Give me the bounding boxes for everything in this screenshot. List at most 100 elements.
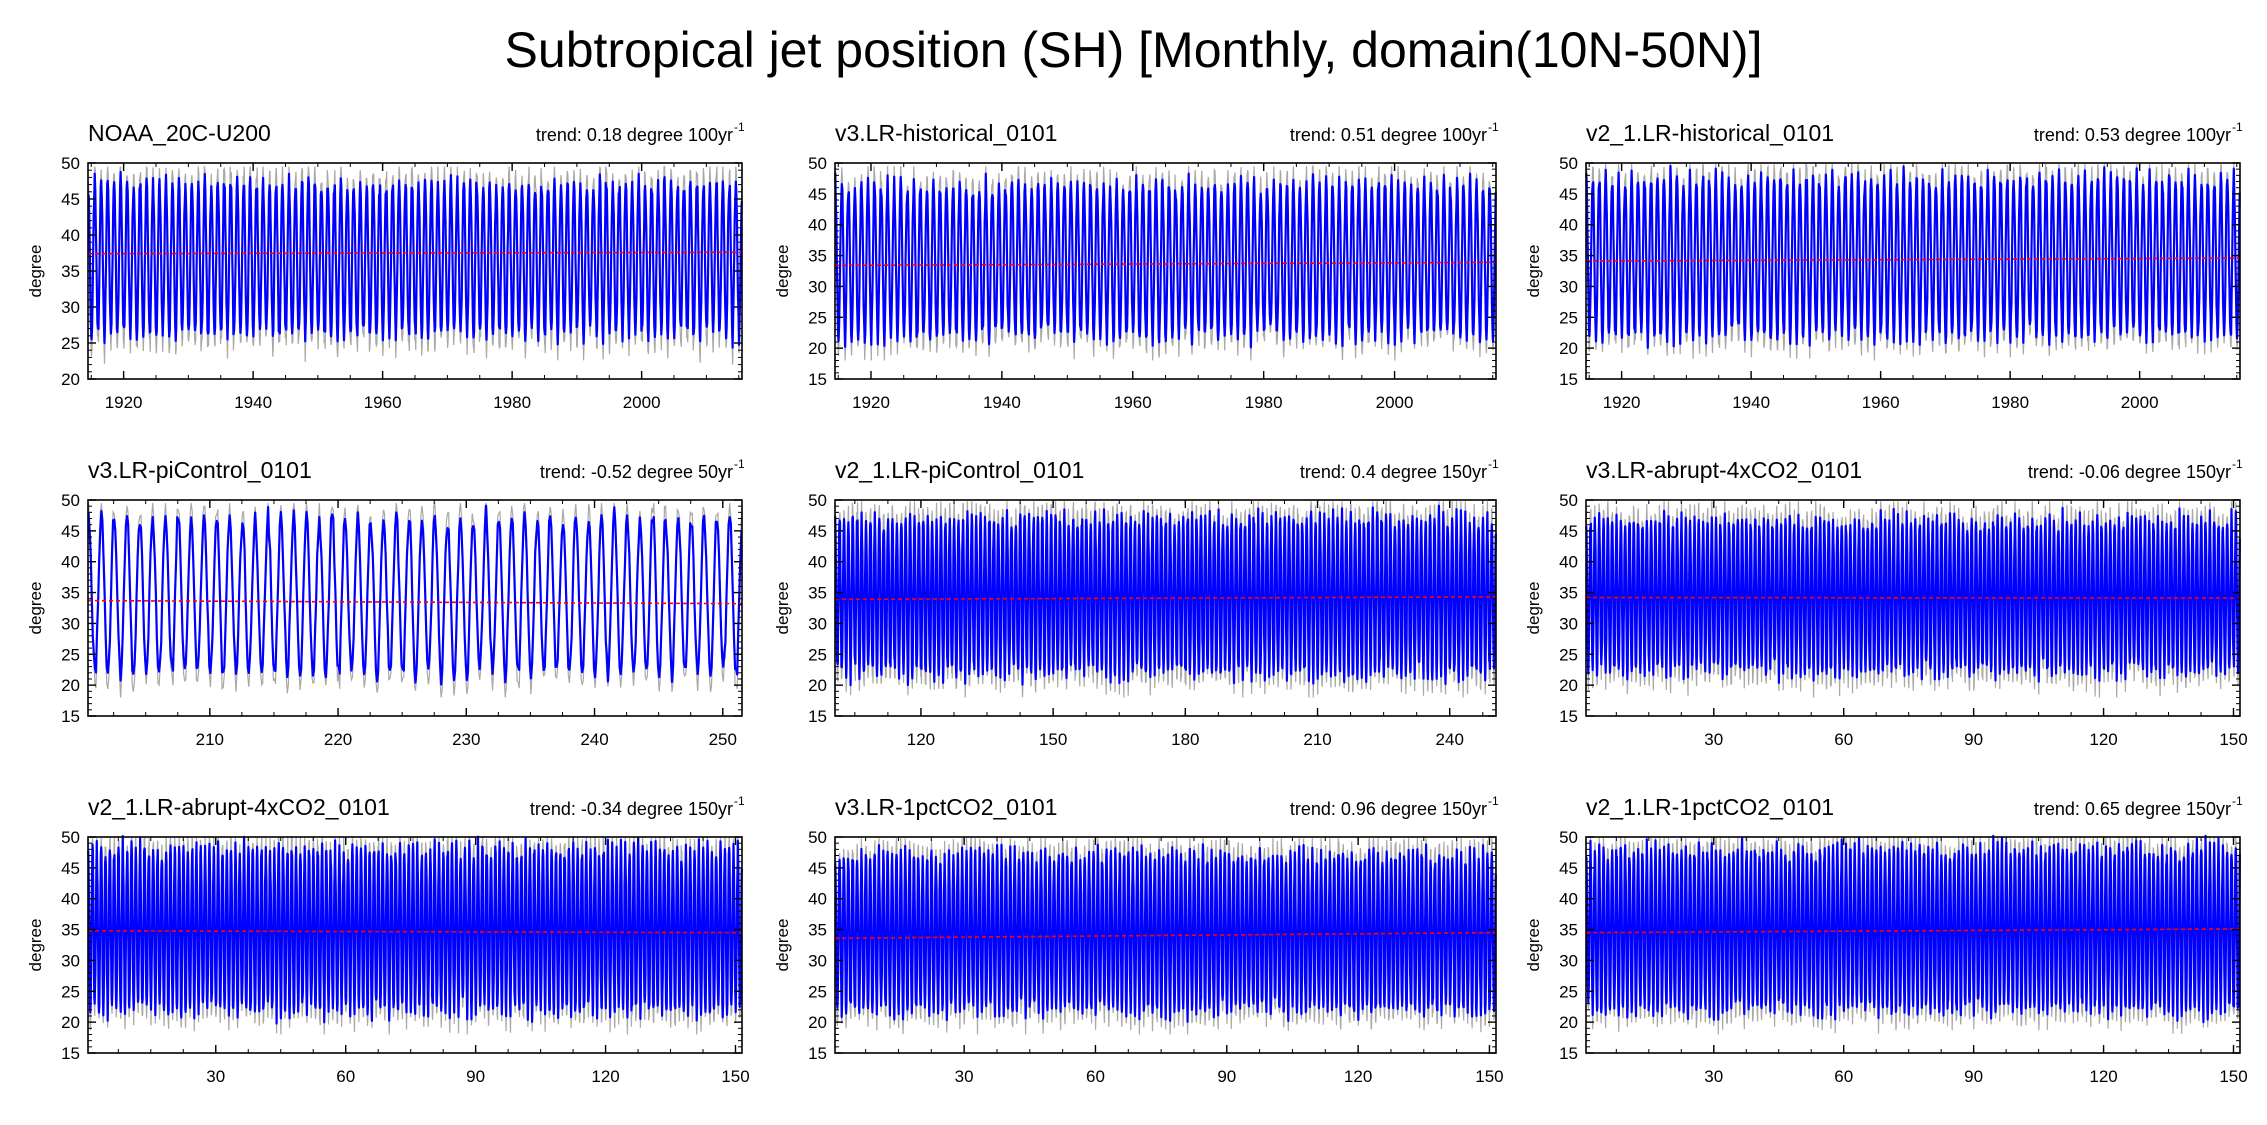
- series-line: [1585, 506, 2241, 685]
- y-axis-label: degree: [26, 919, 45, 972]
- panel-3: 15 20 25 30 35 40 45 50 1920 1940 1960 1980 2000 degr…: [1524, 120, 2243, 412]
- y-tick-label: 20: [1559, 1013, 1578, 1032]
- x-tick-label: 1940: [234, 393, 272, 412]
- y-tick-label: 50: [1559, 154, 1578, 173]
- series-line: [834, 843, 1497, 1024]
- x-tick-label: 60: [1834, 730, 1853, 749]
- panel-7: 15 20 25 30 35 40 45 50 30 60 90 120 150 degree v2_1.L…: [26, 794, 750, 1086]
- panel-title: v2_1.LR-historical_0101: [1586, 120, 1834, 146]
- x-tick-label: 30: [206, 1067, 225, 1086]
- trend-annotation: trend: 0.65 degree 150yr: [2034, 799, 2231, 819]
- y-tick-label: 50: [61, 154, 80, 173]
- y-axis-label: degree: [773, 582, 792, 635]
- y-tick-label: 35: [1559, 584, 1578, 603]
- y-tick-label: 15: [808, 370, 827, 389]
- x-tick-label: 60: [1086, 1067, 1105, 1086]
- y-tick-label: 45: [808, 522, 827, 541]
- y-axis-label: degree: [26, 245, 45, 298]
- y-tick-label: 35: [808, 247, 827, 266]
- y-tick-label: 35: [1559, 921, 1578, 940]
- plot-frame: [1585, 499, 2241, 717]
- y-tick-label: 35: [61, 921, 80, 940]
- trend-exponent: -1: [734, 794, 745, 808]
- trend-annotation: trend: -0.52 degree 50yr: [540, 462, 733, 482]
- x-tick-label: 1960: [1862, 393, 1900, 412]
- series-line: [1585, 164, 2241, 349]
- x-tick-label: 150: [1039, 730, 1067, 749]
- trend-exponent: -1: [734, 457, 745, 471]
- y-tick-label: 15: [1559, 370, 1578, 389]
- y-tick-label: 20: [808, 339, 827, 358]
- y-tick-label: 40: [61, 890, 80, 909]
- x-tick-label: 60: [336, 1067, 355, 1086]
- x-tick-label: 120: [2089, 730, 2117, 749]
- trend-annotation: trend: 0.53 degree 100yr: [2034, 125, 2231, 145]
- y-tick-label: 15: [1559, 707, 1578, 726]
- x-tick-label: 150: [1475, 1067, 1503, 1086]
- y-tick-label: 15: [61, 1044, 80, 1063]
- plot-frame: [87, 499, 743, 717]
- series-line: [1585, 834, 2241, 1024]
- trend-line: [834, 596, 1497, 601]
- y-tick-label: 40: [808, 553, 827, 572]
- y-tick-label: 45: [1559, 185, 1578, 204]
- trend-exponent: -1: [2232, 120, 2243, 134]
- y-tick-label: 50: [808, 491, 827, 510]
- y-tick-label: 30: [808, 277, 827, 296]
- trend-line: [834, 261, 1497, 267]
- y-tick-label: 50: [808, 154, 827, 173]
- y-tick-label: 25: [61, 982, 80, 1001]
- y-tick-label: 25: [1559, 645, 1578, 664]
- x-tick-label: 90: [1217, 1067, 1236, 1086]
- x-tick-label: 1960: [1114, 393, 1152, 412]
- trend-exponent: -1: [1488, 457, 1499, 471]
- x-tick-label: 2000: [2121, 393, 2159, 412]
- x-tick-label: 150: [721, 1067, 749, 1086]
- y-tick-label: 40: [1559, 890, 1578, 909]
- y-tick-label: 30: [61, 614, 80, 633]
- y-tick-label: 35: [808, 921, 827, 940]
- panel-6: 15 20 25 30 35 40 45 50 30 60 90 120 150 degree v3.LR-…: [1524, 457, 2248, 749]
- y-tick-label: 35: [61, 584, 80, 603]
- y-tick-label: 20: [808, 1013, 827, 1032]
- panel-5: 15 20 25 30 35 40 45 50 120 150 180 210 240 degree v2_…: [773, 457, 1499, 749]
- x-tick-label: 60: [1834, 1067, 1853, 1086]
- panel-2: 15 20 25 30 35 40 45 50 1920 1940 1960 1980 2000 degr…: [773, 120, 1499, 412]
- y-tick-label: 30: [61, 951, 80, 970]
- trend-line: [834, 931, 1497, 940]
- y-tick-label: 50: [61, 491, 80, 510]
- y-axis-label: degree: [1524, 582, 1543, 635]
- y-tick-label: 40: [61, 226, 80, 245]
- x-tick-label: 210: [196, 730, 224, 749]
- y-tick-label: 30: [808, 951, 827, 970]
- panel-title: NOAA_20C-U200: [88, 120, 271, 146]
- y-tick-label: 40: [808, 216, 827, 235]
- x-tick-label: 250: [709, 730, 737, 749]
- x-tick-label: 90: [1964, 730, 1983, 749]
- series-line: [87, 504, 743, 686]
- y-tick-label: 40: [1559, 216, 1578, 235]
- panel-title: v2_1.LR-abrupt-4xCO2_0101: [88, 794, 390, 820]
- y-tick-label: 25: [1559, 982, 1578, 1001]
- y-tick-label: 25: [1559, 308, 1578, 327]
- trend-exponent: -1: [734, 120, 745, 134]
- x-tick-label: 220: [324, 730, 352, 749]
- x-tick-label: 1980: [493, 393, 531, 412]
- y-tick-label: 30: [1559, 951, 1578, 970]
- series-line: [834, 172, 1497, 349]
- y-tick-label: 50: [808, 828, 827, 847]
- panel-title: v2_1.LR-1pctCO2_0101: [1586, 794, 1834, 820]
- plot-frame: [1585, 836, 2241, 1054]
- y-tick-label: 15: [808, 707, 827, 726]
- x-tick-label: 1980: [1245, 393, 1283, 412]
- plot-frame: [834, 836, 1497, 1054]
- x-tick-label: 1920: [105, 393, 143, 412]
- figure-title: Subtropical jet position (SH) [Monthly, …: [504, 22, 1763, 78]
- y-tick-label: 45: [1559, 859, 1578, 878]
- y-tick-label: 25: [808, 982, 827, 1001]
- y-tick-label: 45: [61, 190, 80, 209]
- trend-exponent: -1: [2232, 794, 2243, 808]
- panel-1: 20 25 30 35 40 45 50 1920 1940 1960 1980 2000 degree…: [26, 120, 745, 412]
- y-tick-label: 30: [1559, 614, 1578, 633]
